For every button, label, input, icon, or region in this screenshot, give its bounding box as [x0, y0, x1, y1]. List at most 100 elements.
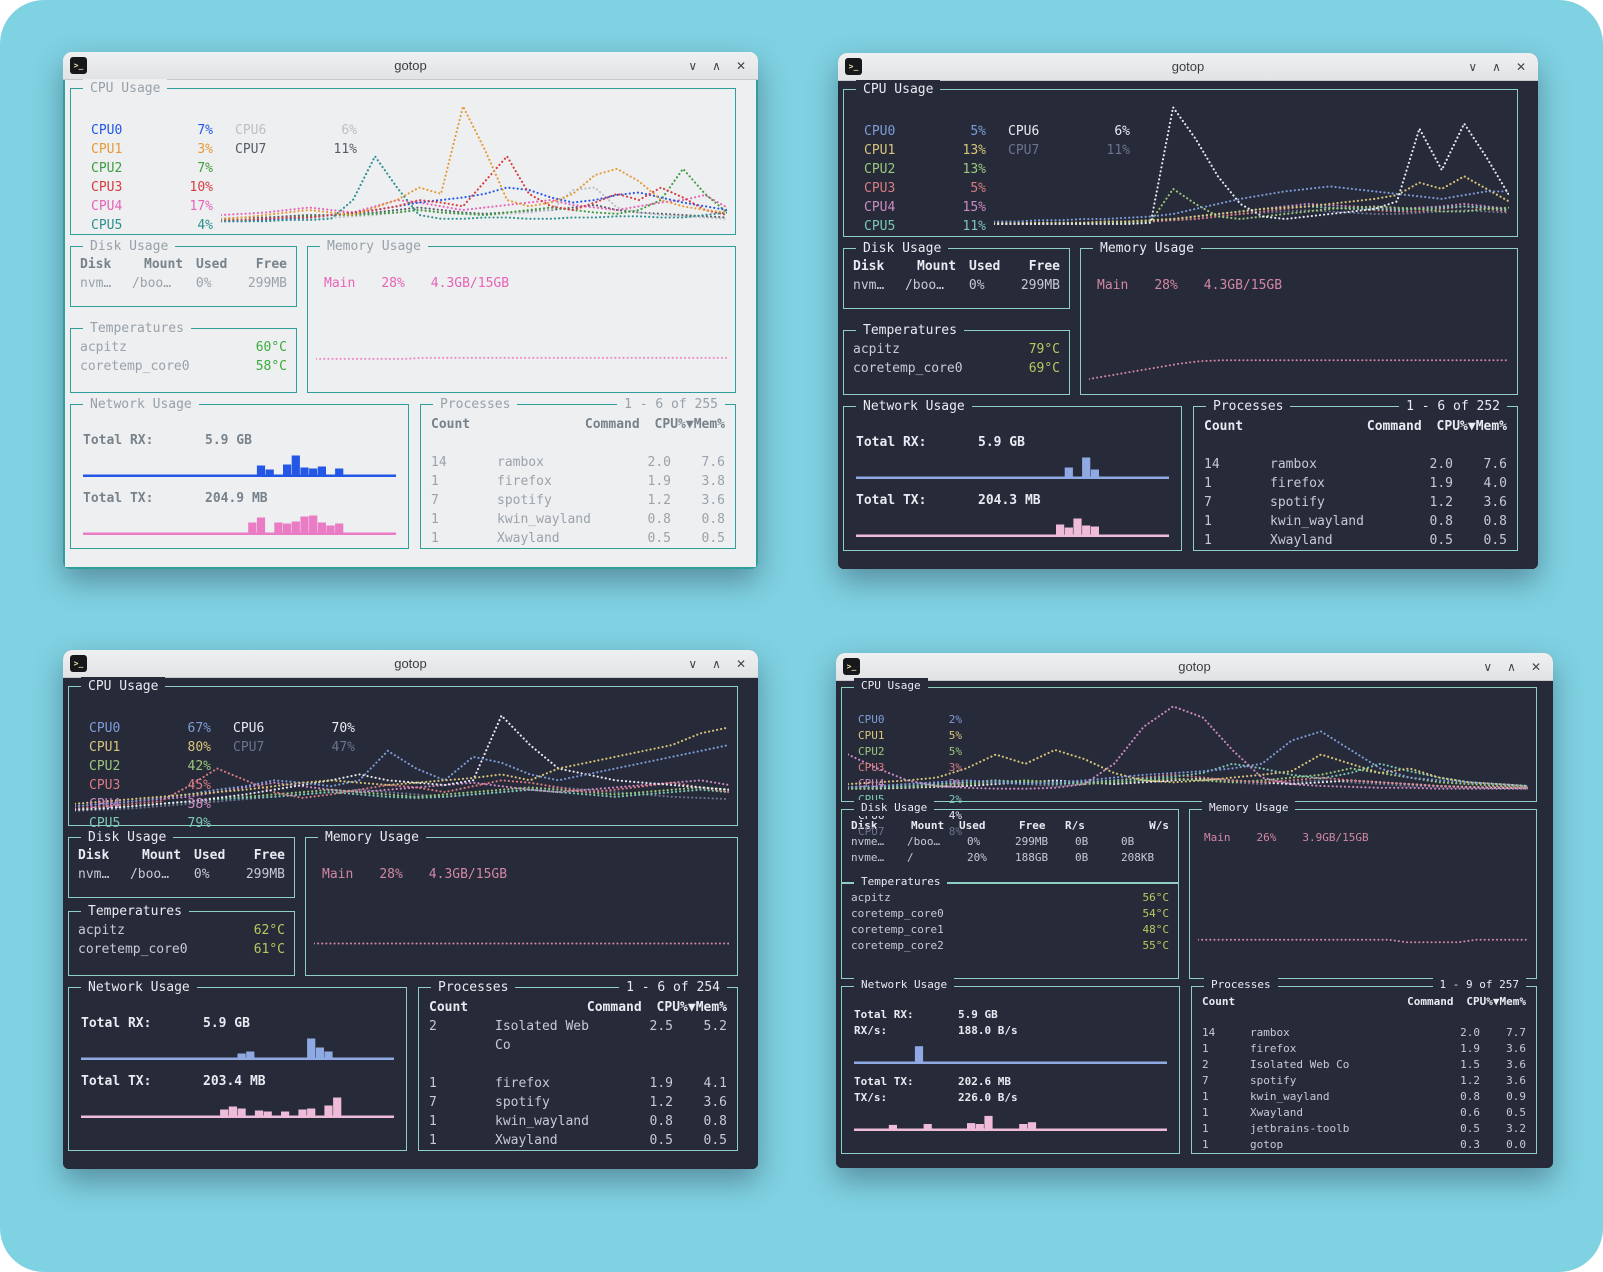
- memory-usage-panel: Memory Usage Main 26% 3.9GB/15GB: [1189, 799, 1537, 979]
- titlebar[interactable]: >_ gotop ∨ ∧ ✕: [838, 53, 1538, 81]
- terminal-content: CPU Usage CPU0 2% CPU1 5% CPU2 5% CPU3 3% CPU4 2%…: [836, 678, 1553, 1168]
- close-icon[interactable]: ✕: [735, 58, 746, 73]
- process-range: 1 - 6 of 252: [1399, 397, 1507, 416]
- process-row[interactable]: [1192, 1010, 1536, 1026]
- process-column-header[interactable]: Count: [1204, 419, 1244, 434]
- process-rows: 14 rambox 2.0 7.7 1 firefox 1.9 3.6 2 Isolated We…: [1192, 1010, 1536, 1154]
- maximize-icon[interactable]: ∧: [1507, 659, 1516, 674]
- process-row[interactable]: 1 kwin_wayland 0.8 0.9: [1202, 1090, 1526, 1103]
- process-column-header[interactable]: Count: [1202, 994, 1236, 1008]
- process-column-header[interactable]: Command: [584, 417, 640, 432]
- process-column-header[interactable]: CPU%▼: [1466, 994, 1500, 1008]
- gotop-window-1: >_ gotop ∨ ∧ ✕ CPU Usage CPU0 7% CPU1 3% CPU…: [63, 52, 758, 569]
- processes-panel: Processes 1 - 9 of 257 Count Command CPU%▼…: [1191, 976, 1537, 1154]
- temperature-row: coretemp_core0 61°C: [78, 942, 285, 957]
- network-usage-panel: Network Usage Total RX: 5.9 GB Total TX: 2…: [843, 397, 1182, 551]
- temperatures-panel: Temperatures acpitz 62°C coretemp_core0 61°…: [68, 902, 295, 976]
- process-row[interactable]: 1 kwin_wayland 0.8 0.8: [1204, 514, 1507, 529]
- cpu-legend-item: CPU1 80%: [89, 740, 211, 755]
- network-usage-panel: Network Usage Total RX: 5.9 GB Total TX: 2…: [68, 978, 407, 1151]
- process-column-header[interactable]: CPU%▼: [654, 417, 694, 432]
- process-row[interactable]: 1 jetbrains-toolb 0.5 3.2: [1202, 1122, 1526, 1135]
- gotop-window-4: >_ gotop ∨ ∧ ✕ CPU Usage CPU0 2% CPU1 5% CPU…: [836, 653, 1553, 1168]
- terminal-icon-glyph: >_: [73, 60, 84, 70]
- process-column-header[interactable]: CPU%▼: [656, 1000, 696, 1015]
- disk-usage-panel: Disk Usage Disk Mount Used Free nvm…/boo… 0%…: [68, 827, 295, 898]
- process-row[interactable]: 2 Isolated Web Co 2.5 5.2: [429, 1019, 727, 1053]
- process-column-header[interactable]: CPU%▼: [1436, 419, 1476, 434]
- process-column-header[interactable]: Mem%: [693, 417, 725, 432]
- maximize-icon[interactable]: ∧: [1492, 59, 1501, 74]
- process-column-header[interactable]: Command: [1407, 994, 1454, 1008]
- window-title: gotop: [1178, 659, 1211, 674]
- process-row[interactable]: 7 spotify 1.2 3.6: [429, 1095, 727, 1110]
- titlebar[interactable]: >_ gotop ∨ ∧ ✕: [836, 653, 1553, 681]
- process-row[interactable]: 14 rambox 2.0 7.6: [431, 455, 725, 470]
- process-row[interactable]: 14 rambox 2.0 7.6: [1204, 457, 1507, 472]
- window-buttons: ∨ ∧ ✕: [1468, 53, 1526, 80]
- temperature-row: acpitz 62°C: [78, 923, 285, 938]
- cpu-legend-item: CPU6 6%: [1008, 124, 1130, 139]
- window-title: gotop: [394, 58, 427, 73]
- terminal-icon: >_: [843, 658, 860, 675]
- process-column-header[interactable]: Mem%: [695, 1000, 727, 1015]
- cpu-graph: [75, 713, 729, 812]
- process-row[interactable]: 7 spotify 1.2 3.6: [1202, 1074, 1526, 1087]
- minimize-icon[interactable]: ∨: [688, 58, 698, 73]
- network-usage-panel: Network Usage Total RX: 5.9 GB RX/s: 188.0 …: [841, 976, 1180, 1154]
- disk-column-header: Mount: [911, 818, 945, 832]
- process-row[interactable]: [1194, 436, 1517, 455]
- process-column-header[interactable]: Count: [429, 1000, 469, 1015]
- cpu-legend-item: CPU2 42%: [89, 759, 211, 774]
- process-row[interactable]: 14 rambox 2.0 7.7: [1202, 1026, 1526, 1039]
- process-row[interactable]: 1 Xwayland 0.5 0.5: [431, 531, 725, 546]
- disk-rows: nvm…/boo… 0% 299MB: [844, 276, 1069, 295]
- cpu-usage-panel: CPU Usage CPU0 2% CPU1 5% CPU2 5% CPU3 3% CPU4 2%…: [841, 678, 1537, 838]
- process-column-header[interactable]: Command: [1366, 419, 1422, 434]
- process-row[interactable]: 1 kwin_wayland 0.8 0.8: [429, 1114, 727, 1129]
- process-column-header[interactable]: Count: [431, 417, 471, 432]
- close-icon[interactable]: ✕: [1515, 59, 1526, 74]
- process-row[interactable]: 1 Xwayland 0.5 0.5: [1204, 533, 1507, 548]
- close-icon[interactable]: ✕: [1530, 659, 1541, 674]
- process-row[interactable]: 1 firefox 1.9 4.0: [1204, 476, 1507, 491]
- process-row[interactable]: 1 firefox 1.9 3.6: [1202, 1042, 1526, 1055]
- cpu-graph: [848, 705, 1528, 790]
- titlebar[interactable]: >_ gotop ∨ ∧ ✕: [63, 650, 758, 678]
- process-column-header[interactable]: Mem%: [1475, 419, 1507, 434]
- disk-row: nvm…/boo… 0% 299MB: [853, 277, 1060, 293]
- panel-title: Temperatures: [856, 321, 964, 340]
- network-rx-line: Total RX: 5.9 GB: [854, 1007, 998, 1021]
- process-row[interactable]: 1 gotop 0.3 0.0: [1202, 1138, 1526, 1151]
- temperature-row: acpitz 56°C: [851, 890, 1169, 904]
- minimize-icon[interactable]: ∨: [1468, 59, 1478, 74]
- process-row[interactable]: 1 firefox 1.9 4.1: [429, 1076, 727, 1091]
- memory-main-line: Main 28% 4.3GB/15GB: [322, 865, 737, 884]
- process-row[interactable]: 1 firefox 1.9 3.8: [431, 474, 725, 489]
- network-tx-lines: Total TX: 204.9 MB: [83, 489, 396, 508]
- process-row[interactable]: [421, 434, 735, 453]
- maximize-icon[interactable]: ∧: [712, 656, 721, 671]
- maximize-icon[interactable]: ∧: [712, 58, 721, 73]
- process-row[interactable]: [419, 1055, 737, 1074]
- network-rx-line: Total RX: 5.9 GB: [83, 433, 252, 448]
- panel-title: Temperatures: [81, 902, 189, 921]
- process-row[interactable]: 2 Isolated Web Co 1.5 3.6: [1202, 1058, 1526, 1071]
- process-column-header[interactable]: Command: [586, 1000, 642, 1015]
- terminal-icon-glyph: >_: [846, 661, 857, 671]
- panel-title: Network Usage: [856, 397, 972, 416]
- temperature-rows: acpitz 60°C coretemp_core0 58°C: [71, 338, 296, 376]
- minimize-icon[interactable]: ∨: [1483, 659, 1493, 674]
- minimize-icon[interactable]: ∨: [688, 656, 698, 671]
- process-row[interactable]: 7 spotify 1.2 3.6: [1204, 495, 1507, 510]
- titlebar[interactable]: >_ gotop ∨ ∧ ✕: [63, 52, 758, 80]
- process-row[interactable]: 1 kwin_wayland 0.8 0.8: [431, 512, 725, 527]
- process-row[interactable]: 1 Xwayland 0.5 0.5: [429, 1133, 727, 1148]
- memory-main-line: Main 28% 4.3GB/15GB: [324, 274, 735, 293]
- process-row[interactable]: 7 spotify 1.2 3.6: [431, 493, 725, 508]
- disk-column-header: Used: [194, 847, 226, 863]
- window-buttons: ∨ ∧ ✕: [688, 650, 746, 677]
- close-icon[interactable]: ✕: [735, 656, 746, 671]
- process-column-header[interactable]: Mem%: [1499, 994, 1527, 1008]
- process-row[interactable]: 1 Xwayland 0.6 0.5: [1202, 1106, 1526, 1119]
